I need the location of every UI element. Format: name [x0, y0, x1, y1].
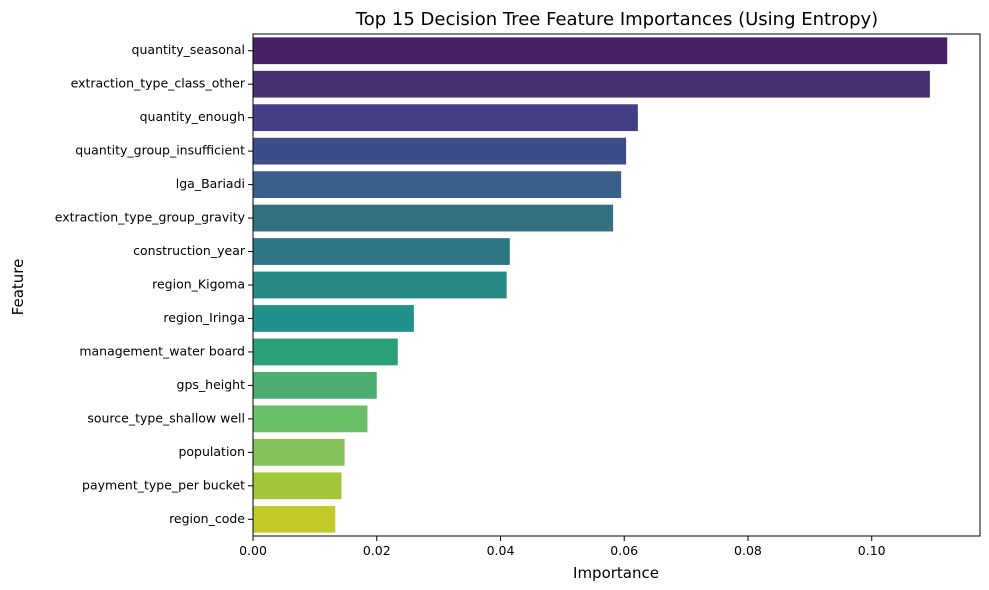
bar: [253, 104, 638, 132]
y-tick-label: gps_height: [177, 377, 246, 392]
bar: [253, 37, 948, 65]
bar: [253, 137, 627, 165]
x-axis-label: Importance: [573, 564, 659, 582]
x-tick-label: 0.06: [610, 543, 638, 558]
x-tick-label: 0.00: [239, 543, 267, 558]
x-tick-label: 0.02: [363, 543, 391, 558]
axes-layer: quantity_seasonal extraction_type_class_o…: [55, 33, 981, 558]
y-tick-label: extraction_type_class_other: [71, 76, 246, 91]
y-tick-label: extraction_type_group_gravity: [55, 210, 246, 225]
y-tick-label: region_code: [169, 511, 245, 526]
y-tick-label: quantity_group_insufficient: [75, 143, 245, 158]
y-tick-label: quantity_seasonal: [132, 42, 245, 57]
bar: [253, 171, 622, 198]
plot-frame: [252, 33, 981, 537]
y-tick-label: population: [178, 444, 245, 459]
y-tick-label: construction_year: [133, 243, 246, 258]
bar: [253, 372, 377, 399]
bar: [253, 438, 345, 466]
bar: [253, 305, 414, 332]
y-tick-label: source_type_shallow well: [87, 410, 245, 425]
y-tick-label: quantity_enough: [140, 109, 245, 124]
bar: [253, 238, 510, 265]
y-tick-label: management_water board: [79, 343, 245, 358]
bar: [253, 405, 368, 433]
chart-title: Top 15 Decision Tree Feature Importances…: [355, 9, 878, 30]
bars-layer: [253, 37, 948, 533]
bar: [253, 472, 342, 500]
x-tick-label: 0.10: [858, 543, 886, 558]
y-tick-label: lga_Bariadi: [176, 176, 245, 191]
x-tick-label: 0.04: [487, 543, 515, 558]
y-tick-label: payment_type_per bucket: [82, 477, 245, 492]
bar: [253, 271, 507, 299]
bar: [253, 338, 398, 366]
x-tick-label: 0.08: [734, 543, 762, 558]
bar: [253, 70, 930, 98]
bar: [253, 505, 336, 533]
bar: [253, 204, 614, 232]
y-tick-label: region_Kigoma: [152, 277, 245, 292]
y-axis-label: Feature: [9, 259, 27, 316]
y-tick-label: region_Iringa: [163, 310, 245, 325]
